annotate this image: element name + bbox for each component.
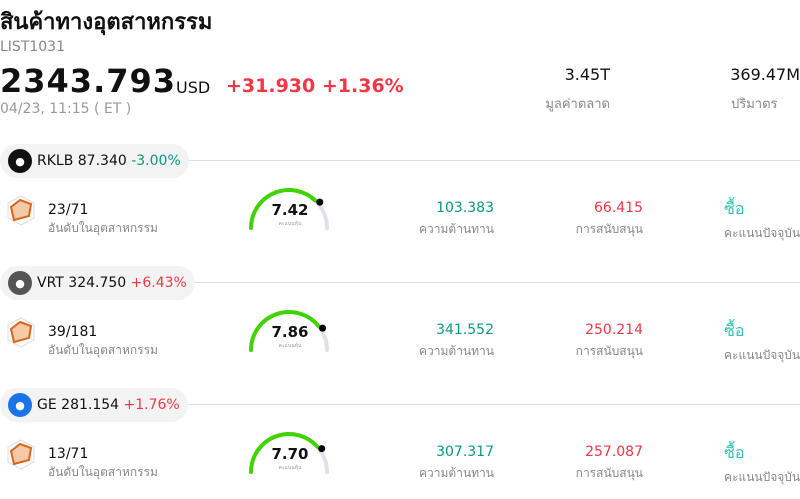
currency: USD xyxy=(176,78,211,97)
industry-rank-label: อันดับในอุตสาหกรรม xyxy=(48,221,158,235)
stock-score-label: คะแนนหุ้น xyxy=(278,465,302,471)
resistance-label: ความต้านทาน xyxy=(419,466,494,480)
radar-chart-icon xyxy=(7,195,35,226)
resistance-value: 103.383 xyxy=(436,200,494,216)
support-value: 257.087 xyxy=(585,444,643,460)
industry-rank: 39/181 xyxy=(48,324,98,340)
score-gauge xyxy=(249,432,329,474)
stock-score: 7.70 xyxy=(271,445,309,463)
support-value: 66.415 xyxy=(594,200,643,216)
industry-rank: 23/71 xyxy=(48,202,89,218)
stock-chip-rklb[interactable]: ● RKLB 87.340 -3.00% xyxy=(0,144,189,178)
rating-label: คะแนนปัจจุบัน xyxy=(724,226,800,240)
gauge-marker xyxy=(319,324,327,332)
stock-score: 7.86 xyxy=(271,323,309,341)
stock-price: 87.340 xyxy=(77,153,127,169)
stock-score-label: คะแนนหุ้น xyxy=(278,343,302,349)
price-change: +31.930 +1.36% xyxy=(226,75,404,97)
gauge-fill xyxy=(249,432,320,474)
support-value: 250.214 xyxy=(585,322,643,338)
rating-value: ซื้อ xyxy=(724,443,745,462)
timestamp: 04/23, 11:15 ( ET ) xyxy=(0,101,132,117)
market-cap-label: มูลค่าตลาด xyxy=(545,97,610,112)
resistance-value: 341.552 xyxy=(436,322,494,338)
stock-change: +1.76% xyxy=(123,397,180,413)
stock-change: +6.43% xyxy=(130,275,187,291)
support-label: การสนับสนุน xyxy=(575,222,643,236)
stock-score-label: คะแนนหุ้น xyxy=(278,221,302,227)
company-logo-icon: ● xyxy=(8,393,32,417)
stock-score: 7.42 xyxy=(271,201,309,219)
divider xyxy=(185,160,800,161)
score-gauge xyxy=(249,188,329,230)
stock-chip-vrt[interactable]: ● VRT 324.750 +6.43% xyxy=(0,266,195,300)
divider xyxy=(185,282,800,283)
volume-label: ปริมาตร xyxy=(731,97,778,112)
gauge-marker xyxy=(316,198,324,206)
support-label: การสนับสนุน xyxy=(575,466,643,480)
gauge-marker xyxy=(318,445,326,453)
ticker: VRT xyxy=(37,275,64,291)
stock-change: -3.00% xyxy=(131,153,181,169)
list-code: LIST1031 xyxy=(0,39,65,55)
resistance-label: ความต้านทาน xyxy=(419,222,494,236)
rating-value: ซื้อ xyxy=(724,321,745,340)
industry-rank-label: อันดับในอุตสาหกรรม xyxy=(48,465,158,479)
resistance-label: ความต้านทาน xyxy=(419,344,494,358)
industry-rank: 13/71 xyxy=(48,446,89,462)
gauge-fill xyxy=(249,310,321,352)
change-value: +31.930 xyxy=(226,75,316,97)
company-logo-icon: ● xyxy=(8,271,32,295)
change-percent: +1.36% xyxy=(321,75,404,97)
resistance-value: 307.317 xyxy=(436,444,494,460)
support-label: การสนับสนุน xyxy=(575,344,643,358)
stock-price: 324.750 xyxy=(68,275,127,291)
score-gauge xyxy=(249,310,329,352)
ticker: RKLB xyxy=(37,153,74,169)
volume: 369.47M xyxy=(730,65,800,84)
industry-rank-label: อันดับในอุตสาหกรรม xyxy=(48,343,158,357)
stock-price: 281.154 xyxy=(61,397,120,413)
radar-chart-icon xyxy=(7,317,35,348)
rating-value: ซื้อ xyxy=(724,199,745,218)
index-price: 2343.793 xyxy=(0,62,177,100)
stock-chip-ge[interactable]: ● GE 281.154 +1.76% xyxy=(0,388,188,422)
page-title: สินค้าทางอุตสาหกรรม xyxy=(0,10,213,35)
rating-label: คะแนนปัจจุบัน xyxy=(724,348,800,362)
rating-label: คะแนนปัจจุบัน xyxy=(724,470,800,484)
radar-chart-icon xyxy=(7,439,35,470)
gauge-fill xyxy=(249,188,318,230)
company-logo-icon: ● xyxy=(8,149,32,173)
market-cap: 3.45T xyxy=(564,65,610,84)
ticker: GE xyxy=(37,397,57,413)
divider xyxy=(185,404,800,405)
